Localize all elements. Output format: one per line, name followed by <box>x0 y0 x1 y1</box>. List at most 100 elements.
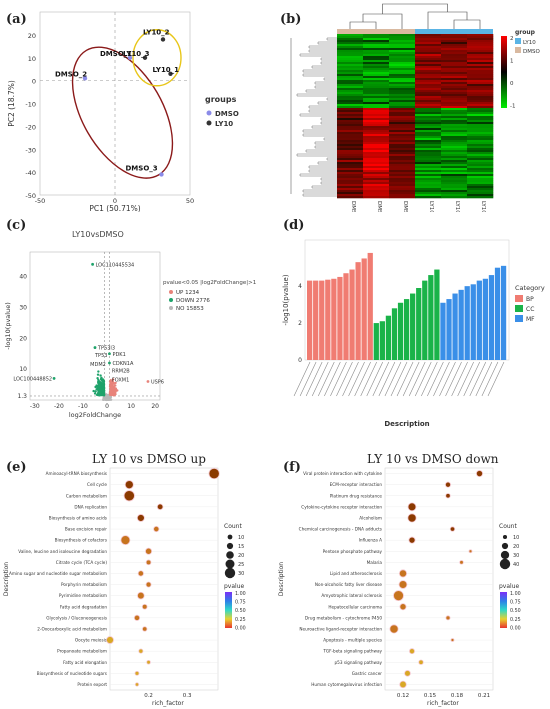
volcano-point-down <box>96 376 99 380</box>
heatmap-cell <box>441 46 468 49</box>
enrichment-dot <box>137 570 144 577</box>
heatmap-cell <box>441 92 468 95</box>
heatmap-cell <box>389 42 416 45</box>
heatmap-cell <box>415 196 442 199</box>
heatmap-cell <box>415 82 442 85</box>
heatmap-cell <box>415 130 442 133</box>
heatmap-cell <box>441 194 468 197</box>
go-bar <box>446 299 452 360</box>
volcano-point-down <box>98 393 102 397</box>
heatmap-cell <box>467 68 494 71</box>
group-annotation-cell <box>415 29 441 34</box>
volcano-point-down <box>102 381 105 385</box>
row-dendrogram-branch <box>320 181 337 185</box>
heatmap-cell <box>441 114 468 117</box>
heatmap-cell <box>337 84 364 87</box>
row-dendrogram-branch <box>320 61 337 65</box>
heatmap-cell <box>337 34 364 37</box>
pathway-label: Viral protein interaction with cytokine <box>303 471 382 476</box>
heatmap-cell <box>467 182 494 185</box>
volcano-point-no <box>106 395 110 398</box>
heatmap-cell <box>441 44 468 47</box>
heatmap-cell <box>363 144 390 147</box>
heatmap-cell <box>389 96 416 99</box>
heatmap-cell <box>415 104 442 107</box>
heatmap-cell <box>467 44 494 47</box>
x-axis-label: rich_factor <box>152 700 184 707</box>
volcano-point-no <box>109 398 112 401</box>
heatmap-cell <box>415 126 442 129</box>
heatmap-cell <box>389 84 416 87</box>
heatmap-cell <box>337 78 364 81</box>
heatmap-cell <box>415 38 442 41</box>
heatmap-cell <box>415 66 442 69</box>
pvalue-tick-label: 0.75 <box>510 600 521 606</box>
go-term-label-mark <box>469 361 487 397</box>
heatmap-cell <box>389 168 416 171</box>
heatmap-cell <box>441 70 468 73</box>
go-bar <box>325 279 331 360</box>
heatmap-cell <box>337 136 364 139</box>
heatmap-cell <box>337 196 364 199</box>
row-dendrogram-branch <box>308 49 337 53</box>
row-dendrogram-branch <box>314 85 337 89</box>
volcano-plot: LY10vsDMSO LOC110445534 LOC100448852 USP6 PD… <box>4 230 256 419</box>
panel-d: (d) 0 2 4 -log10(pvalue) Description Category… <box>275 212 550 440</box>
go-term-label-mark <box>372 361 390 397</box>
heatmap-cell <box>415 58 442 61</box>
heatmap-cell <box>363 74 390 77</box>
pathway-label: Oocyte meiosis <box>75 638 107 643</box>
panel-a: (a) 20 10 0 -10 -20 -30 -40 -50 -50 0 50 PC1 (50.71… <box>0 0 275 212</box>
panel-f-title: LY 10 vs DMSO down <box>367 452 499 466</box>
heatmap-cell <box>441 160 468 163</box>
heatmap-cell <box>415 96 442 99</box>
heatmap-cell <box>441 172 468 175</box>
heatmap-cell <box>337 128 364 131</box>
row-dendrogram-branch <box>302 129 337 133</box>
count-legend-dot <box>225 559 235 569</box>
heatmap-cell <box>389 94 416 97</box>
volcano-point-up <box>114 384 117 387</box>
heatmap-cell <box>337 82 364 85</box>
heatmap-cell <box>363 156 390 159</box>
heatmap-cell <box>363 60 390 63</box>
heatmap-cell <box>389 134 416 137</box>
heatmap-cell <box>467 64 494 67</box>
heatmap-cell <box>337 58 364 61</box>
go-term-label-mark <box>396 361 414 397</box>
legend-label: CC <box>526 306 534 313</box>
heatmap-cell <box>467 104 494 107</box>
legend-title: Category <box>515 284 545 292</box>
col-dendrogram-branch <box>427 11 468 30</box>
go-term-label-mark <box>384 361 402 397</box>
enrichment-dot <box>156 503 164 511</box>
heatmap-cell <box>337 56 364 59</box>
heatmap-cell <box>441 36 468 39</box>
heatmap-cell <box>441 90 468 93</box>
heatmap-cell <box>389 66 416 69</box>
go-term-label-mark <box>487 361 505 397</box>
heatmap-cell <box>415 190 442 193</box>
go-bar <box>458 289 464 360</box>
heatmap-cell <box>441 196 468 199</box>
heatmap-cell <box>415 124 442 127</box>
pathway-label: Neuroactive ligand-receptor interaction <box>299 626 382 631</box>
go-bar <box>319 280 325 360</box>
enrichment-dot <box>142 626 148 632</box>
heatmap-cell <box>389 174 416 177</box>
go-term-label-mark <box>445 361 462 397</box>
heatmap-cell <box>337 68 364 71</box>
count-legend-dot <box>224 567 236 579</box>
heatmap-cell <box>389 62 416 65</box>
volcano-highlighted-point <box>108 361 111 365</box>
heatmap-cell <box>337 190 364 193</box>
heatmap-cell <box>337 154 364 157</box>
enrichment-dot <box>133 614 141 621</box>
count-legend-dot <box>227 534 233 540</box>
y-tick-label: 4 <box>298 283 302 290</box>
enrichment-dot <box>145 581 152 588</box>
pathway-label: p53 signaling pathway <box>335 660 383 665</box>
heatmap-cell <box>441 170 468 173</box>
volcano-point-down <box>102 379 105 383</box>
heatmap-cell <box>363 116 390 119</box>
